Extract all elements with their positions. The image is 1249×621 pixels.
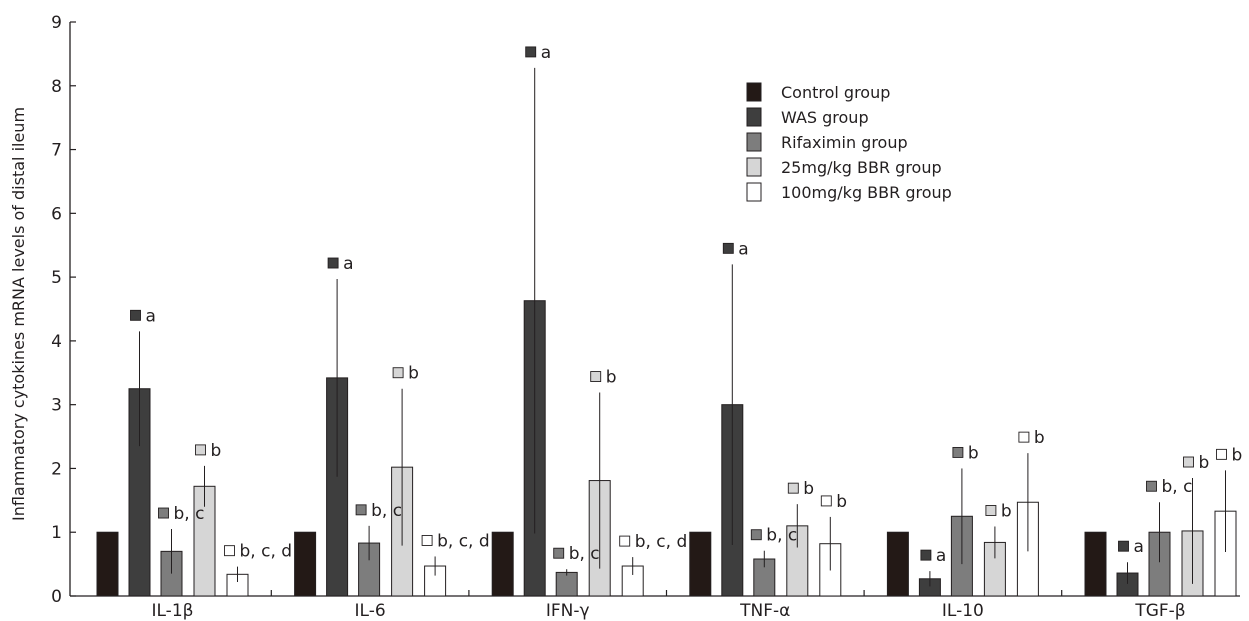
significance-label: b, c, d bbox=[635, 532, 688, 552]
significance-label: b bbox=[606, 368, 617, 388]
x-ticks: IL-1β IL-6 IFN-γ TNF-α IL-10 TGF-β bbox=[152, 590, 1186, 621]
legend-swatch bbox=[746, 182, 762, 202]
legend-label: WAS group bbox=[781, 108, 869, 127]
significance-label: a bbox=[936, 546, 946, 566]
annotation-marker bbox=[722, 242, 734, 254]
annotation-marker bbox=[525, 46, 537, 58]
significance-label: b bbox=[968, 443, 979, 463]
error-bars bbox=[139, 67, 1226, 587]
significance-label: a bbox=[541, 43, 551, 63]
significance-label: b, c bbox=[569, 544, 600, 564]
y-axis-title: Inflammatory cytokines mRNA levels of di… bbox=[9, 107, 28, 521]
annotation-marker bbox=[392, 367, 404, 379]
y-tick-label: 9 bbox=[51, 13, 62, 33]
significance-label: b, c bbox=[174, 504, 205, 524]
y-axis: 0 1 2 3 4 5 6 7 8 9 bbox=[51, 13, 76, 607]
bar bbox=[555, 571, 578, 597]
legend-swatch bbox=[746, 107, 762, 127]
y-tick-label: 1 bbox=[51, 523, 62, 543]
legend-swatch bbox=[746, 82, 762, 102]
annotation-marker bbox=[952, 446, 964, 458]
bar bbox=[1084, 531, 1107, 597]
y-tick-label: 2 bbox=[51, 459, 62, 479]
legend: Control group WAS group Rifaximin group 25m… bbox=[746, 82, 952, 202]
annotation-marker bbox=[619, 535, 631, 547]
bar bbox=[491, 531, 514, 597]
significance-label: b bbox=[836, 492, 847, 512]
significance-label: b bbox=[1034, 428, 1045, 448]
significance-label: b, c bbox=[766, 526, 797, 546]
annotation-marker bbox=[1118, 540, 1129, 552]
significance-label: b, c, d bbox=[240, 542, 293, 562]
annotation-marker bbox=[553, 547, 565, 559]
annotation-marker bbox=[130, 309, 141, 321]
legend-label: 25mg/kg BBR group bbox=[781, 158, 942, 177]
significance-annotations: a a a a a a b, c b, c b, c b, c b b, c b b b b b b b, c, d… bbox=[130, 43, 1243, 566]
significance-label: b, c bbox=[371, 501, 402, 521]
bar bbox=[96, 531, 119, 597]
significance-label: a bbox=[1134, 537, 1144, 557]
significance-label: b, c, d bbox=[437, 531, 490, 551]
annotation-marker bbox=[327, 257, 339, 269]
y-tick-label: 6 bbox=[51, 204, 62, 224]
annotation-marker bbox=[750, 529, 762, 541]
annotation-marker bbox=[1018, 431, 1030, 443]
significance-label: a bbox=[146, 306, 156, 326]
y-tick-label: 8 bbox=[51, 77, 62, 97]
annotation-marker bbox=[421, 535, 433, 546]
legend-swatch bbox=[746, 157, 762, 177]
legend-label: Rifaximin group bbox=[781, 133, 908, 152]
annotation-marker bbox=[1216, 448, 1227, 460]
annotation-marker bbox=[985, 505, 997, 516]
significance-label: b bbox=[1001, 501, 1012, 521]
y-tick-label: 7 bbox=[51, 141, 62, 161]
y-tick-label: 4 bbox=[51, 332, 62, 352]
category-label: IL-1β bbox=[152, 601, 194, 621]
y-tick-label: 5 bbox=[51, 268, 62, 288]
y-ticks: 0 1 2 3 4 5 6 7 8 9 bbox=[51, 13, 76, 607]
annotation-marker bbox=[355, 504, 367, 516]
legend-swatch bbox=[746, 132, 762, 152]
significance-label: b bbox=[211, 441, 222, 461]
y-tick-label: 0 bbox=[51, 587, 62, 607]
significance-label: b bbox=[408, 364, 419, 384]
annotation-marker bbox=[1146, 480, 1157, 492]
category-label: IL-6 bbox=[355, 601, 386, 621]
annotation-marker bbox=[195, 444, 206, 456]
significance-label: b bbox=[1199, 453, 1210, 473]
bar bbox=[294, 531, 317, 597]
bar bbox=[689, 531, 712, 597]
annotation-marker bbox=[920, 549, 932, 561]
annotation-marker bbox=[1183, 456, 1194, 468]
bar bbox=[886, 531, 909, 597]
significance-label: b bbox=[803, 479, 814, 499]
annotation-marker bbox=[787, 482, 799, 494]
legend-label: Control group bbox=[781, 83, 890, 102]
significance-label: b, c bbox=[1162, 477, 1193, 497]
category-label: TNF-α bbox=[739, 601, 790, 621]
x-axis: IL-1β IL-6 IFN-γ TNF-α IL-10 TGF-β bbox=[70, 590, 1240, 621]
y-tick-label: 3 bbox=[51, 396, 62, 416]
annotation-marker bbox=[158, 507, 169, 519]
category-label: IFN-γ bbox=[546, 601, 590, 621]
category-label: IL-10 bbox=[942, 601, 984, 621]
significance-label: a bbox=[738, 239, 748, 259]
annotation-marker bbox=[224, 545, 235, 557]
annotation-marker bbox=[820, 495, 832, 507]
legend-label: 100mg/kg BBR group bbox=[781, 183, 952, 202]
significance-label: a bbox=[343, 254, 353, 274]
category-label: TGF-β bbox=[1134, 601, 1185, 621]
annotation-marker bbox=[590, 371, 602, 382]
significance-label: b bbox=[1232, 445, 1243, 465]
